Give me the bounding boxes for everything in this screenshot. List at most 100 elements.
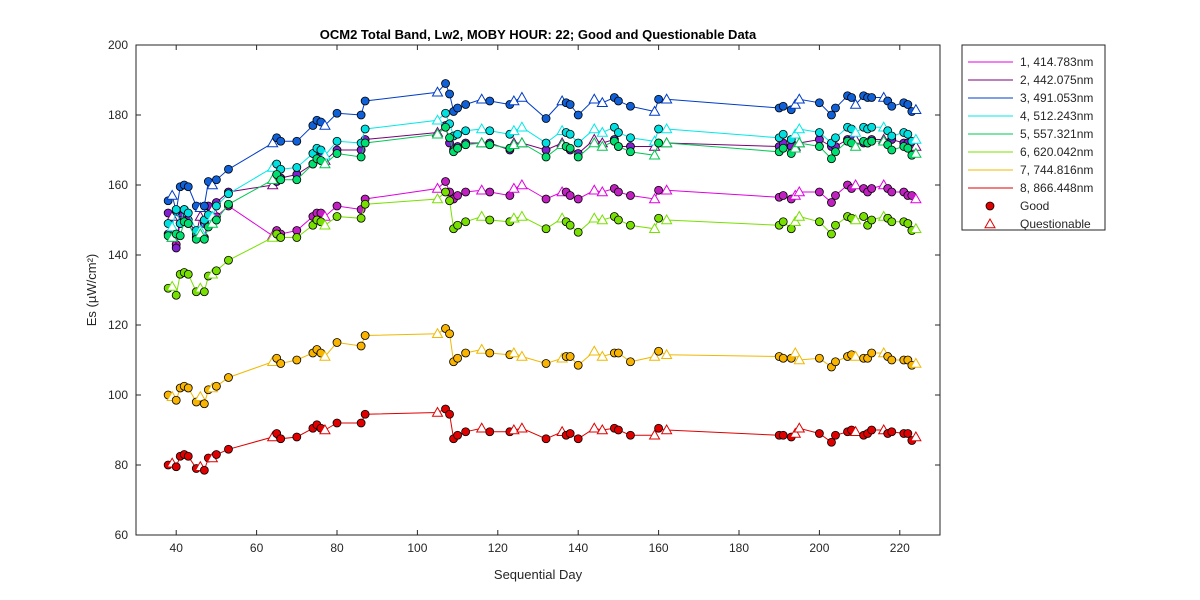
data-point-questionable: [910, 430, 922, 442]
data-point-good: [445, 133, 454, 143]
data-point-good: [541, 434, 551, 444]
x-tick-label: 140: [568, 541, 588, 555]
data-point-questionable: [660, 348, 673, 359]
data-point-good: [827, 110, 836, 120]
data-point-good: [171, 205, 181, 214]
data-point-good: [292, 163, 302, 172]
x-tick-label: 160: [649, 541, 669, 555]
data-point-good: [867, 136, 877, 146]
data-point-good: [827, 154, 836, 164]
data-point-good: [292, 233, 302, 242]
data-point-questionable: [648, 429, 661, 440]
data-point-good: [614, 425, 623, 435]
series-group: [163, 187, 922, 300]
data-point-questionable: [319, 119, 331, 130]
data-point-good: [887, 187, 897, 197]
data-point-good: [360, 409, 370, 419]
data-point-questionable: [319, 350, 331, 361]
data-point-good: [224, 189, 233, 199]
legend-good-marker: [985, 201, 995, 211]
data-point-good: [224, 164, 233, 174]
data-point-questionable: [648, 192, 661, 204]
data-point-good: [224, 255, 233, 265]
data-point-good: [565, 352, 575, 361]
data-point-good: [847, 93, 856, 102]
data-point-good: [867, 122, 877, 132]
data-point-questionable: [793, 422, 806, 433]
legend-entry-label: 5, 557.321nm: [1020, 127, 1093, 141]
data-point-questionable: [789, 215, 802, 226]
data-point-good: [224, 199, 233, 209]
data-point-good: [360, 199, 370, 209]
data-point-questionable: [516, 121, 528, 132]
data-point-good: [332, 212, 342, 221]
data-point-questionable: [596, 126, 609, 137]
data-point-good: [445, 196, 454, 206]
data-point-good: [453, 143, 463, 153]
data-point-good: [211, 215, 221, 225]
x-tick-label: 100: [407, 541, 427, 555]
x-tick-label: 80: [330, 541, 344, 555]
data-point-good: [441, 177, 450, 186]
data-point-questionable: [789, 98, 802, 109]
data-point-good: [356, 418, 366, 428]
data-point-good: [356, 213, 366, 223]
data-point-questionable: [431, 114, 444, 125]
data-point-good: [485, 187, 495, 197]
x-tick-label: 40: [170, 541, 184, 555]
data-point-good: [778, 353, 788, 363]
legend-entry-label: Good: [1020, 199, 1049, 213]
data-point-good: [827, 229, 836, 239]
data-point-questionable: [431, 86, 444, 97]
legend-entry-label: 2, 442.075nm: [1020, 73, 1093, 87]
data-point-good: [565, 429, 575, 438]
data-point-good: [827, 198, 836, 207]
data-point-questionable: [596, 423, 609, 435]
legend-entry-label: 6, 620.042nm: [1020, 145, 1093, 159]
data-point-good: [485, 140, 495, 150]
data-point-good: [626, 357, 635, 367]
data-point-questionable: [849, 98, 862, 109]
data-point-good: [614, 96, 623, 106]
data-point-good: [445, 409, 454, 419]
data-point-good: [626, 147, 635, 157]
data-point-good: [815, 142, 824, 151]
y-tick-label: 180: [108, 108, 128, 122]
data-point-good: [183, 182, 193, 192]
data-point-questionable: [660, 184, 673, 195]
data-point-questionable: [319, 157, 331, 169]
data-point-good: [815, 429, 824, 438]
x-tick-label: 60: [250, 541, 264, 555]
data-point-questionable: [849, 350, 862, 361]
data-point-questionable: [789, 142, 802, 153]
data-point-good: [356, 110, 366, 120]
data-point-good: [485, 348, 495, 358]
data-point-questionable: [793, 136, 806, 148]
data-point-good: [887, 217, 897, 227]
data-point-questionable: [588, 93, 601, 104]
data-point-good: [831, 357, 840, 367]
data-point-good: [654, 213, 663, 223]
legend-entry-label: 3, 491.053nm: [1020, 91, 1093, 105]
data-point-good: [815, 128, 824, 137]
data-point-good: [815, 187, 824, 197]
x-tick-label: 220: [890, 541, 910, 555]
data-point-good: [276, 233, 286, 242]
data-point-good: [867, 184, 877, 193]
data-point-questionable: [508, 138, 520, 149]
data-point-good: [626, 191, 635, 200]
legend-entry-label: 1, 414.783nm: [1020, 55, 1093, 69]
y-tick-label: 140: [108, 248, 128, 262]
data-point-good: [831, 430, 840, 440]
data-point-good: [654, 423, 663, 433]
data-point-good: [461, 140, 471, 150]
data-point-questionable: [660, 93, 673, 104]
data-point-good: [211, 381, 221, 391]
data-point-good: [541, 194, 551, 204]
data-point-questionable: [648, 149, 661, 160]
data-point-good: [199, 465, 209, 475]
data-point-questionable: [431, 182, 444, 193]
data-point-good: [654, 138, 663, 148]
data-point-questionable: [508, 124, 520, 135]
data-point-questionable: [660, 423, 673, 435]
